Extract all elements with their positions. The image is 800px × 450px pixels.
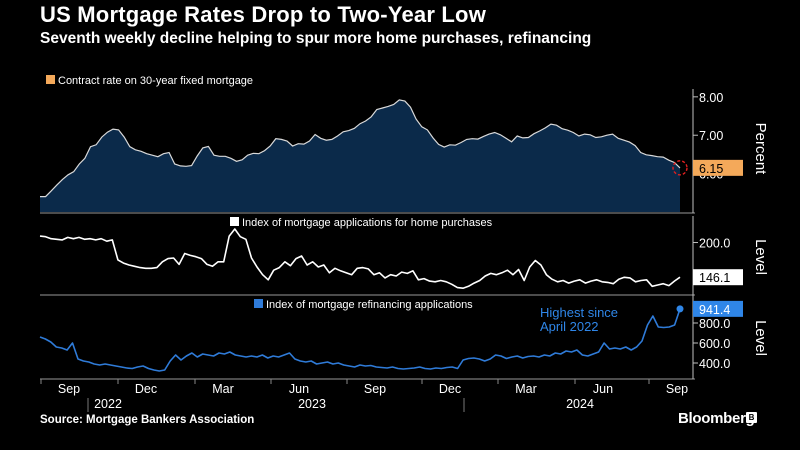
x-tick-label: Dec bbox=[135, 382, 157, 396]
legend-label: Index of mortgage refinancing applicatio… bbox=[266, 299, 473, 311]
purchase-panel: 200.0 Level Index of mortgage applications… bbox=[39, 216, 769, 296]
source-note: Source: Mortgage Bankers Association bbox=[40, 414, 255, 426]
legend-swatch bbox=[230, 217, 239, 226]
x-axis: Sep Dec Mar Jun Sep Dec Mar Jun Sep 2022 2023 2024 bbox=[40, 379, 688, 412]
x-tick-label: Sep bbox=[58, 382, 80, 396]
y-tick-label: 8.00 bbox=[699, 91, 723, 105]
x-year-label: 2024 bbox=[566, 397, 594, 411]
annotation-label: Highest since bbox=[540, 305, 618, 320]
legend-label: Contract rate on 30-year fixed mortgage bbox=[58, 75, 253, 87]
rate-area bbox=[40, 99, 680, 212]
x-tick-label: Jun bbox=[289, 382, 309, 396]
legend-label: Index of mortgage applications for home … bbox=[242, 217, 493, 229]
y-tick-label: 600.0 bbox=[699, 337, 730, 351]
brand-logo: Bloomberg bbox=[678, 410, 755, 427]
y-tick-label: 7.00 bbox=[699, 129, 723, 143]
last-value-label: 146.1 bbox=[699, 271, 730, 285]
x-tick-label: Dec bbox=[439, 382, 461, 396]
last-value-label: 6.15 bbox=[699, 162, 723, 176]
y-axis-label: Level bbox=[752, 239, 769, 275]
last-value-box bbox=[693, 269, 743, 286]
refi-panel: 400.0 600.0 800.0 Level Index of mortgage re… bbox=[39, 294, 769, 380]
last-value-box bbox=[693, 159, 743, 176]
callout-circle bbox=[672, 160, 688, 176]
chart-title: US Mortgage Rates Drop to Two-Year Low bbox=[40, 2, 487, 27]
x-year-label: 2022 bbox=[94, 397, 122, 411]
x-tick-label: Jun bbox=[593, 382, 613, 396]
legend-swatch bbox=[46, 75, 55, 84]
x-tick-label: Mar bbox=[212, 382, 234, 396]
x-year-label: 2023 bbox=[298, 397, 326, 411]
bloomberg-icon: B bbox=[746, 412, 757, 423]
annotation-label: April 2022 bbox=[540, 319, 599, 334]
purchase-line bbox=[39, 228, 681, 289]
y-axis-label: Percent bbox=[752, 123, 769, 176]
x-tick-label: Sep bbox=[364, 382, 386, 396]
y-tick-label: 200.0 bbox=[699, 237, 730, 251]
legend-swatch bbox=[254, 299, 263, 308]
y-tick-label: 400.0 bbox=[699, 357, 730, 371]
rate-line bbox=[40, 99, 681, 198]
y-tick-label: 800.0 bbox=[699, 317, 730, 331]
x-tick-label: Mar bbox=[515, 382, 537, 396]
x-tick-label: Sep bbox=[666, 382, 688, 396]
refi-line bbox=[39, 308, 681, 372]
last-value-label: 941.4 bbox=[699, 303, 730, 317]
highlight-dot bbox=[676, 305, 684, 313]
last-value-box bbox=[693, 300, 743, 317]
chart-subtitle: Seventh weekly decline helping to spur m… bbox=[40, 30, 592, 47]
y-axis-label: Level bbox=[752, 320, 769, 356]
